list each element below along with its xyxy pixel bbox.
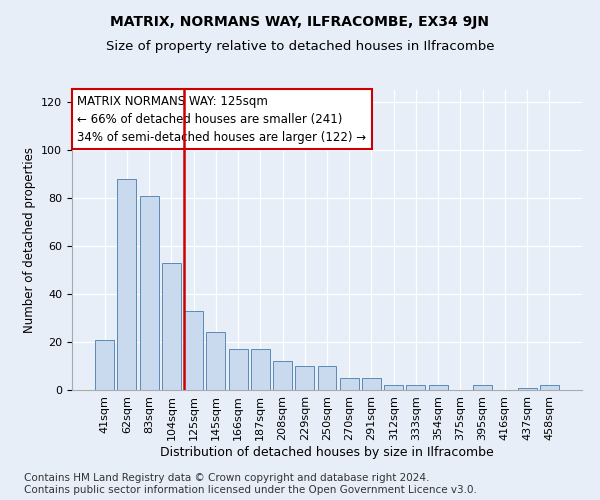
Text: MATRIX, NORMANS WAY, ILFRACOMBE, EX34 9JN: MATRIX, NORMANS WAY, ILFRACOMBE, EX34 9J… [110, 15, 490, 29]
Bar [295, 366, 314, 390]
Bar [473, 385, 492, 390]
Bar [118, 179, 136, 390]
Bar [251, 349, 270, 390]
Bar [429, 385, 448, 390]
Y-axis label: Number of detached properties: Number of detached properties [23, 147, 35, 333]
Bar [206, 332, 225, 390]
Bar [95, 340, 114, 390]
Bar [340, 378, 359, 390]
Bar [362, 378, 381, 390]
Bar [162, 263, 181, 390]
Bar [229, 349, 248, 390]
Text: Size of property relative to detached houses in Ilfracombe: Size of property relative to detached ho… [106, 40, 494, 53]
Text: MATRIX NORMANS WAY: 125sqm
← 66% of detached houses are smaller (241)
34% of sem: MATRIX NORMANS WAY: 125sqm ← 66% of deta… [77, 94, 366, 144]
Bar [317, 366, 337, 390]
Bar [184, 311, 203, 390]
Bar [140, 196, 158, 390]
Bar [518, 388, 536, 390]
Bar [406, 385, 425, 390]
X-axis label: Distribution of detached houses by size in Ilfracombe: Distribution of detached houses by size … [160, 446, 494, 458]
Bar [540, 385, 559, 390]
Bar [384, 385, 403, 390]
Text: Contains HM Land Registry data © Crown copyright and database right 2024.
Contai: Contains HM Land Registry data © Crown c… [24, 474, 477, 495]
Bar [273, 361, 292, 390]
